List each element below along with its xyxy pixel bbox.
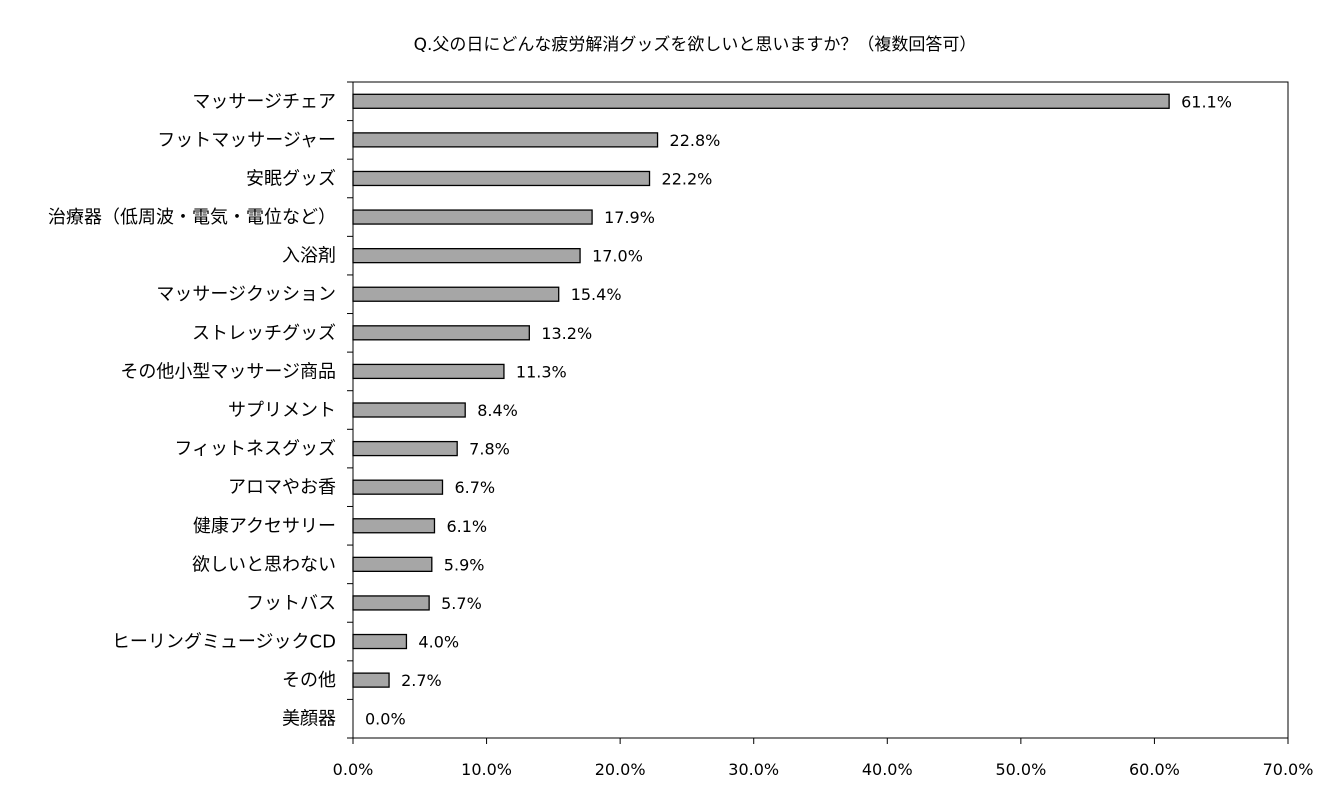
bar — [352, 132, 659, 148]
value-label: 5.7% — [441, 594, 482, 613]
bar — [352, 93, 1170, 109]
category-label: 治療器（低周波・電気・電位など） — [48, 207, 336, 228]
value-label: 7.8% — [469, 440, 510, 459]
value-label: 6.1% — [446, 517, 487, 536]
value-label: 4.0% — [418, 633, 459, 652]
axis-ticks: 0.0% 10.0% 20.0% 30.0% 40.0% 50.0% 60.0% 70.0% — [333, 81, 1314, 779]
bar — [352, 518, 436, 534]
category-label: 入浴剤 — [282, 246, 336, 267]
category-label: ヒーリングミュージックCD — [112, 632, 336, 653]
x-tick-label: 30.0% — [728, 760, 779, 779]
category-label: 欲しいと思わない — [192, 554, 336, 575]
bar — [352, 556, 433, 573]
bar — [352, 286, 560, 302]
category-label: 美顔器 — [282, 709, 336, 730]
chart-title: Q.父の日にどんな疲労解消グッズを欲しいと思いますか？（複数回答可） — [414, 35, 977, 55]
x-tick-label: 50.0% — [995, 760, 1046, 779]
category-label: マッサージチェア — [192, 91, 336, 112]
plot-area — [352, 81, 1289, 739]
bar — [352, 440, 458, 457]
bar — [352, 672, 390, 688]
x-tick-label: 60.0% — [1129, 760, 1180, 779]
category-label: その他 — [282, 670, 336, 691]
bar — [352, 633, 408, 650]
value-label: 11.3% — [516, 362, 567, 381]
category-label: フットバス — [246, 593, 336, 614]
category-label: サプリメント — [228, 400, 336, 421]
bars — [352, 93, 1170, 688]
category-label: フットマッサージャー — [157, 130, 336, 151]
value-label: 6.7% — [454, 478, 495, 497]
bar — [352, 363, 505, 380]
bar — [352, 170, 651, 187]
bar — [352, 325, 530, 341]
category-label: マッサージクッション — [156, 284, 336, 305]
x-tick-label: 70.0% — [1263, 760, 1314, 779]
value-label: 22.2% — [662, 169, 713, 188]
value-label: 13.2% — [541, 324, 592, 343]
x-tick-label: 20.0% — [595, 760, 646, 779]
category-label: その他小型マッサージ商品 — [120, 361, 336, 382]
category-label: 健康アクセサリー — [193, 516, 336, 537]
value-label: 17.0% — [592, 247, 643, 266]
value-label: 8.4% — [477, 401, 518, 420]
bar — [352, 209, 593, 225]
category-label: アロマやお香 — [228, 477, 336, 498]
value-label: 15.4% — [571, 285, 622, 304]
bar — [352, 595, 430, 611]
value-label: 5.9% — [444, 555, 485, 574]
x-tick-label: 40.0% — [862, 760, 913, 779]
x-tick-label: 10.0% — [461, 760, 512, 779]
bar — [352, 402, 466, 418]
value-label: 22.8% — [670, 131, 721, 150]
bar — [352, 479, 444, 495]
bar — [352, 247, 581, 264]
category-label: 安眠グッズ — [246, 168, 336, 189]
value-labels: 61.1% 22.8% 22.2% 17.9% 17.0% 15.4% 13.2% 11.3%… — [365, 92, 1232, 728]
x-tick-label: 0.0% — [333, 760, 374, 779]
value-label: 61.1% — [1181, 92, 1232, 111]
category-label: ストレッチグッズ — [192, 323, 336, 344]
category-label: フィットネスグッズ — [174, 439, 336, 460]
value-label: 2.7% — [401, 671, 442, 690]
value-label: 17.9% — [604, 208, 655, 227]
value-label: 0.0% — [365, 710, 406, 729]
